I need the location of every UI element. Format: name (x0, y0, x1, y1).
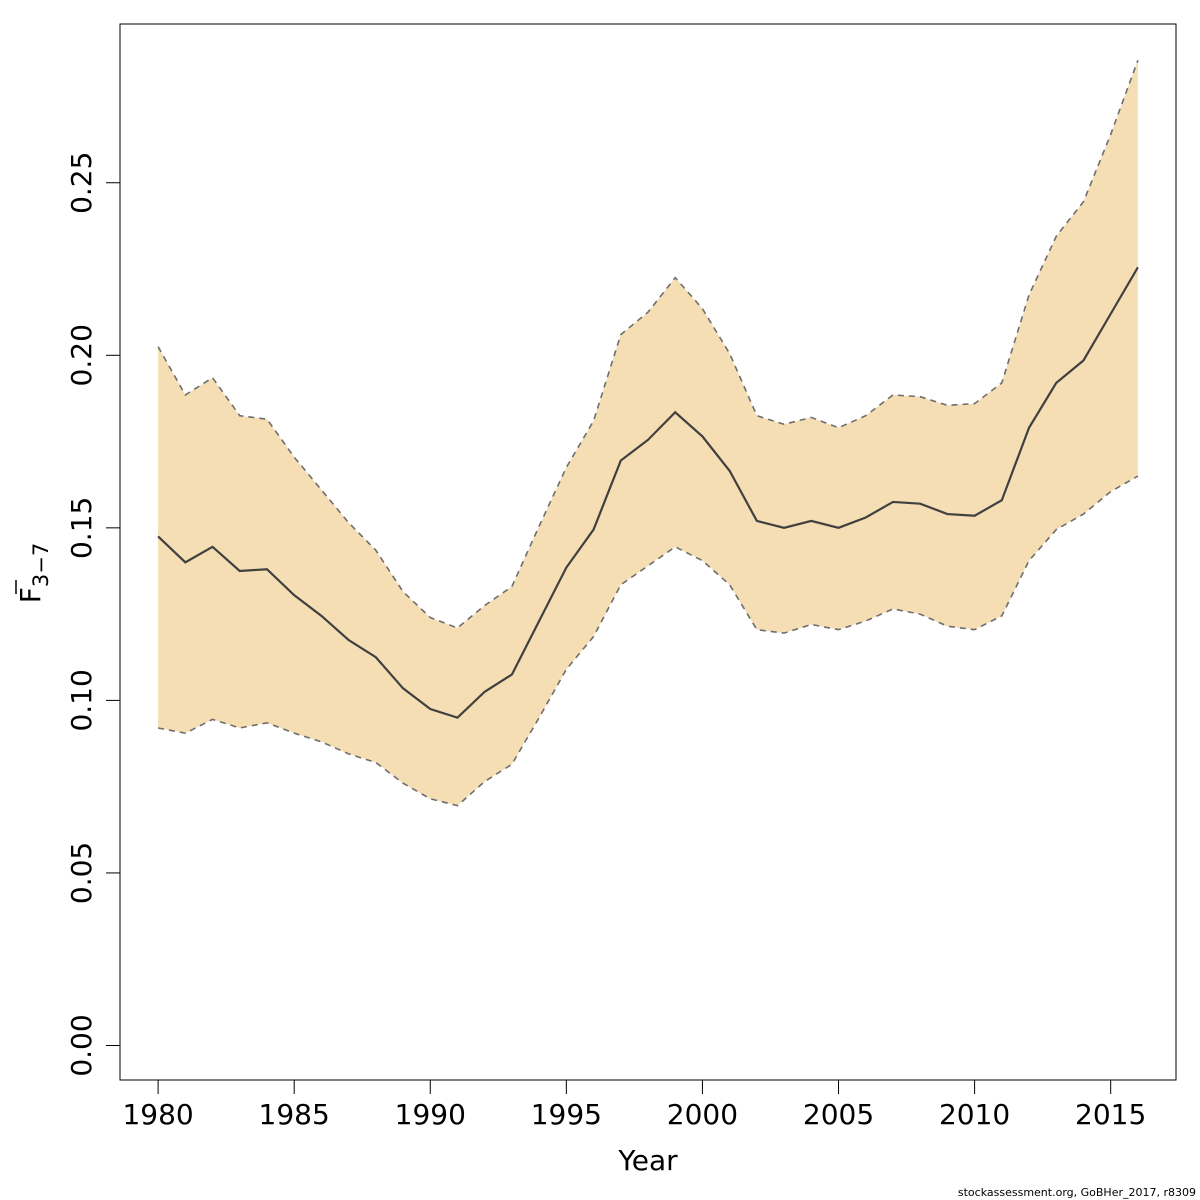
x-tick-label: 2005 (803, 1098, 874, 1131)
upper-bound-line (157, 59, 1139, 629)
x-axis: 1980 1985 1990 1995 2000 2005 2010 2015 (122, 1079, 1146, 1131)
confidence-band-layer (158, 60, 1138, 806)
caption: stockassessment.org, GoBHer_2017, r8309 (958, 1186, 1196, 1199)
svg-text:F3−7: F3−7 (14, 543, 53, 603)
y-axis: 0.00 0.05 0.10 0.15 0.20 0.25 (65, 152, 121, 1077)
x-tick-label: 1990 (395, 1098, 466, 1131)
y-tick-label: 0.25 (65, 152, 98, 214)
y-tick-label: 0.20 (65, 324, 98, 386)
estimate-line (157, 266, 1139, 719)
y-tick-label: 0.10 (65, 669, 98, 731)
x-tick-label: 1980 (122, 1098, 193, 1131)
x-tick-label: 1985 (259, 1098, 330, 1131)
confidence-band (158, 60, 1138, 806)
y-tick-label: 0.05 (65, 842, 98, 904)
x-tick-label: 2010 (939, 1098, 1010, 1131)
x-tick-label: 1995 (531, 1098, 602, 1131)
x-tick-label: 2000 (667, 1098, 738, 1131)
y-tick-label: 0.15 (65, 497, 98, 559)
x-tick-label: 2015 (1075, 1098, 1146, 1131)
lower-bound-line (157, 475, 1139, 807)
y-axis-title: F3−7 (14, 543, 53, 603)
y-tick-label: 0.00 (65, 1014, 98, 1076)
y-axis-title-sub: 3−7 (29, 543, 53, 587)
series-line-layer (157, 59, 1139, 807)
y-axis-title-main: F (14, 587, 47, 603)
x-axis-title: Year (617, 1144, 678, 1177)
